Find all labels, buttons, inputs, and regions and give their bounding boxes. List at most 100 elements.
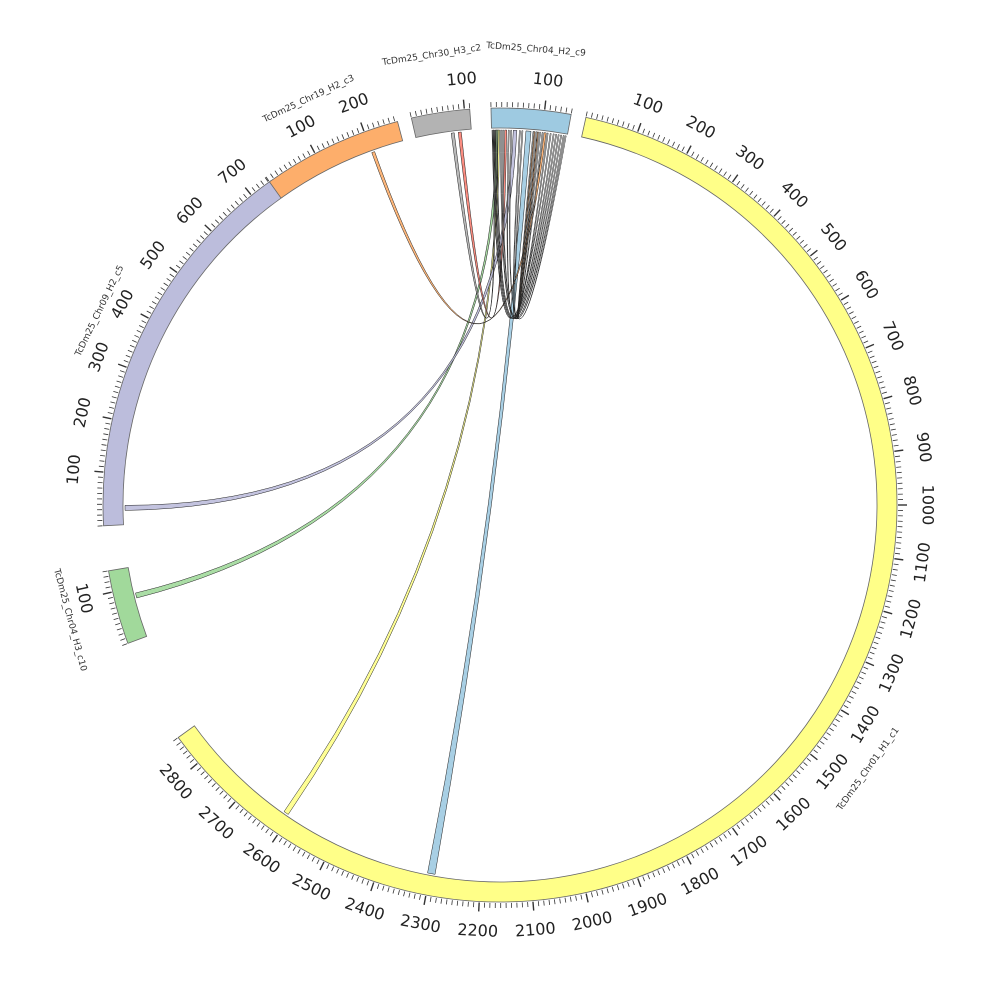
major-tick xyxy=(102,591,112,595)
minor-tick xyxy=(306,854,310,860)
minor-tick xyxy=(727,174,732,180)
minor-tick xyxy=(243,193,248,199)
minor-tick xyxy=(166,278,172,282)
major-tick xyxy=(731,827,739,836)
minor-tick xyxy=(871,360,877,364)
minor-tick xyxy=(881,616,887,619)
minor-tick xyxy=(196,767,202,772)
minor-tick xyxy=(102,570,108,573)
tick-label: 200 xyxy=(683,112,719,143)
minor-tick xyxy=(803,762,808,766)
link-ribbon xyxy=(457,129,507,319)
minor-tick xyxy=(823,736,828,741)
major-tick xyxy=(840,294,850,301)
link-ribbon xyxy=(502,129,565,319)
tick-label: 1300 xyxy=(875,651,909,696)
tick-label: 400 xyxy=(777,177,812,212)
major-tick xyxy=(773,793,781,801)
minor-tick xyxy=(765,800,770,805)
minor-tick xyxy=(243,812,248,817)
minor-tick xyxy=(104,428,110,430)
minor-tick xyxy=(861,335,866,339)
link-ribbon xyxy=(493,129,555,319)
minor-tick xyxy=(884,402,890,405)
major-tick xyxy=(244,187,252,196)
minor-tick xyxy=(265,176,270,182)
minor-tick xyxy=(554,105,557,111)
minor-tick xyxy=(869,651,875,655)
minor-tick xyxy=(662,868,666,873)
minor-tick xyxy=(632,124,635,130)
major-tick xyxy=(840,709,850,716)
minor-tick xyxy=(256,822,261,827)
minor-tick xyxy=(200,235,205,240)
minor-tick xyxy=(230,204,235,209)
minor-tick xyxy=(832,723,837,727)
link-ribbon xyxy=(506,129,549,319)
tick-label: 2300 xyxy=(399,910,443,936)
minor-tick xyxy=(351,130,355,135)
minor-tick xyxy=(105,422,111,425)
tick-label: 500 xyxy=(817,219,851,255)
minor-tick xyxy=(346,872,349,878)
minor-tick xyxy=(113,391,119,394)
tick-label: 2600 xyxy=(240,839,284,878)
minor-tick xyxy=(799,239,805,244)
minor-tick xyxy=(441,106,444,112)
minor-tick xyxy=(601,889,604,895)
minor-tick xyxy=(892,568,898,571)
minor-tick xyxy=(134,334,140,338)
major-tick xyxy=(585,893,589,903)
minor-tick xyxy=(829,727,834,732)
minor-tick xyxy=(179,746,185,751)
minor-tick xyxy=(575,895,577,901)
tick-label: 600 xyxy=(851,267,883,303)
minor-tick xyxy=(113,617,119,621)
minor-tick xyxy=(139,325,144,329)
minor-tick xyxy=(792,774,797,779)
minor-tick xyxy=(560,106,562,112)
minor-tick xyxy=(211,783,216,788)
minor-tick xyxy=(718,168,723,174)
tick-label: 700 xyxy=(214,154,250,188)
minor-tick xyxy=(265,828,269,834)
tick-label: 100 xyxy=(631,89,666,117)
minor-tick xyxy=(878,381,884,384)
minor-tick xyxy=(543,900,545,906)
minor-tick xyxy=(709,162,714,168)
minor-tick xyxy=(157,291,163,296)
minor-tick xyxy=(723,171,727,177)
minor-tick xyxy=(278,837,283,843)
minor-tick xyxy=(826,732,831,736)
minor-tick xyxy=(875,370,881,374)
major-tick xyxy=(309,144,316,154)
minor-tick xyxy=(796,235,801,240)
minor-tick xyxy=(116,628,122,631)
minor-tick xyxy=(160,287,166,291)
minor-tick xyxy=(580,894,583,900)
minor-tick xyxy=(869,355,875,359)
minor-tick xyxy=(761,804,766,809)
minor-tick xyxy=(781,785,786,791)
minor-tick xyxy=(723,833,727,839)
minor-tick xyxy=(891,434,897,436)
minor-tick xyxy=(331,866,335,872)
minor-tick xyxy=(657,870,661,876)
minor-tick xyxy=(662,137,666,142)
minor-tick xyxy=(435,897,437,903)
minor-tick xyxy=(222,211,227,217)
segments-layer xyxy=(102,107,898,903)
minor-tick xyxy=(781,219,786,225)
minor-tick xyxy=(125,354,131,358)
minor-tick xyxy=(714,839,718,845)
minor-tick xyxy=(110,607,116,610)
minor-tick xyxy=(269,831,274,837)
minor-tick xyxy=(843,705,849,709)
minor-tick xyxy=(895,552,901,555)
minor-tick xyxy=(806,248,812,253)
tick-label: 2700 xyxy=(195,802,238,843)
minor-tick xyxy=(103,433,109,436)
tick-label: 200 xyxy=(70,395,95,429)
major-tick xyxy=(228,801,236,810)
minor-tick xyxy=(813,749,818,754)
